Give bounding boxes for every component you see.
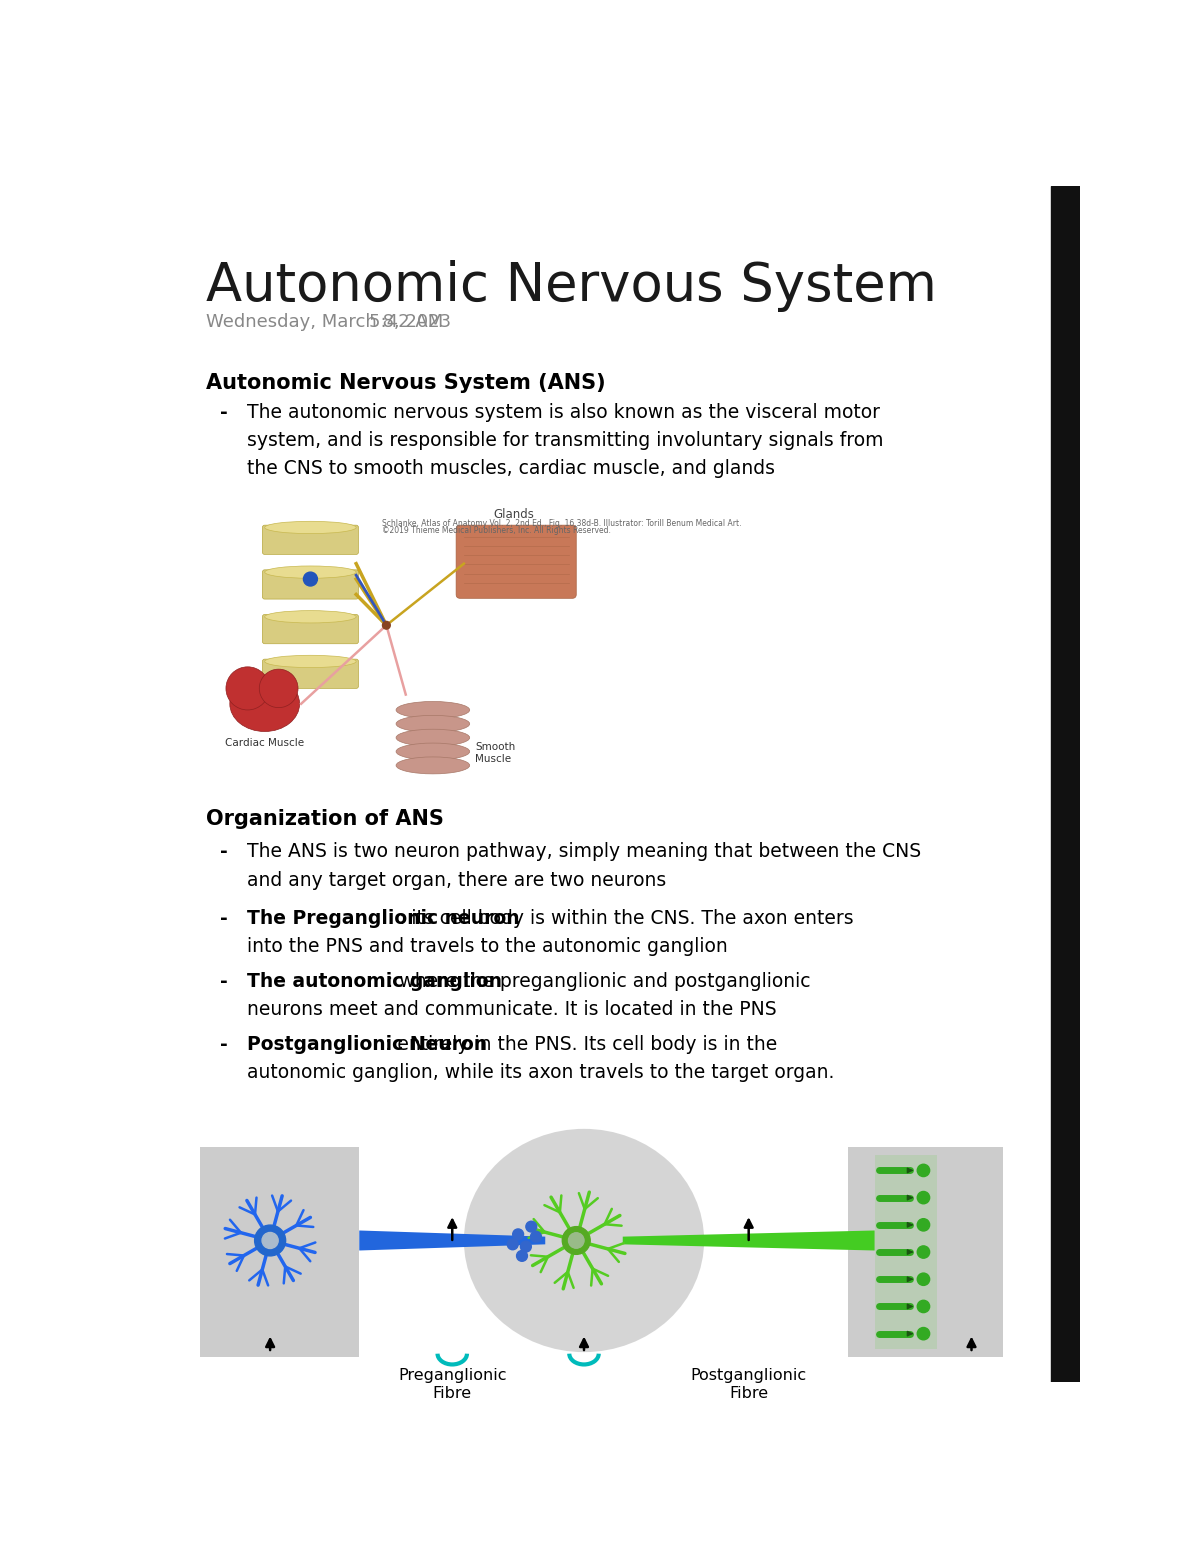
Circle shape (530, 1232, 541, 1242)
Circle shape (516, 1250, 528, 1261)
Circle shape (917, 1328, 930, 1340)
Bar (875, 1155, 937, 1350)
FancyBboxPatch shape (456, 525, 576, 598)
Circle shape (512, 1228, 523, 1239)
Bar (847, 1148, 1002, 1357)
Text: The Preganglionic neuron: The Preganglionic neuron (247, 909, 520, 927)
Text: The ANS is two neuron pathway, simply meaning that between the CNS
and any targe: The ANS is two neuron pathway, simply me… (247, 842, 922, 890)
Circle shape (917, 1191, 930, 1204)
Circle shape (521, 1241, 532, 1252)
FancyBboxPatch shape (263, 615, 359, 644)
Circle shape (254, 1225, 286, 1256)
Text: Schlanke, Atlas of Anatomy Vol. 2, 2nd Ed., Fig. 16.38d-B. Illustrator: Torill B: Schlanke, Atlas of Anatomy Vol. 2, 2nd E… (383, 519, 742, 528)
Text: ©2019 Thieme Medical Publishers, Inc. All Rights Reserved.: ©2019 Thieme Medical Publishers, Inc. Al… (383, 526, 611, 534)
Ellipse shape (265, 610, 356, 623)
Circle shape (569, 1233, 584, 1249)
Ellipse shape (396, 716, 469, 733)
Text: Glands: Glands (494, 508, 535, 522)
Text: Preganglionic
Fibre: Preganglionic Fibre (398, 1368, 506, 1401)
Text: -: - (220, 1034, 228, 1054)
Text: -: - (220, 404, 228, 422)
Text: 5:42 AM: 5:42 AM (368, 314, 443, 331)
Text: -: - (220, 972, 228, 991)
Circle shape (563, 1227, 590, 1255)
Text: Wednesday, March 8, 2023: Wednesday, March 8, 2023 (206, 314, 451, 331)
Text: Cardiac Muscle: Cardiac Muscle (226, 738, 305, 747)
Polygon shape (359, 1230, 545, 1250)
Text: -: - (220, 909, 228, 927)
Bar (200, 1148, 359, 1357)
Circle shape (917, 1165, 930, 1177)
Text: Organization of ANS: Organization of ANS (206, 809, 444, 828)
Circle shape (259, 669, 298, 708)
Text: into the PNS and travels to the autonomic ganglion: into the PNS and travels to the autonomi… (247, 936, 727, 955)
Circle shape (262, 1233, 278, 1249)
Text: The autonomic nervous system is also known as the visceral motor
system, and is : The autonomic nervous system is also kno… (247, 404, 883, 478)
Polygon shape (623, 1230, 875, 1250)
Ellipse shape (464, 1129, 704, 1353)
Ellipse shape (265, 655, 356, 668)
Text: Smooth
Muscle: Smooth Muscle (475, 742, 516, 764)
FancyBboxPatch shape (263, 525, 359, 554)
Circle shape (508, 1239, 518, 1250)
Ellipse shape (265, 565, 356, 578)
Ellipse shape (396, 730, 469, 745)
Ellipse shape (230, 676, 300, 731)
FancyBboxPatch shape (263, 570, 359, 599)
Text: Autonomic Nervous System: Autonomic Nervous System (206, 259, 937, 312)
Text: : where the preganglionic and postganglionic: : where the preganglionic and postgangli… (386, 972, 810, 991)
Circle shape (917, 1246, 930, 1258)
Circle shape (917, 1273, 930, 1286)
Text: autonomic ganglion, while its axon travels to the target organ.: autonomic ganglion, while its axon trave… (247, 1062, 834, 1082)
Circle shape (226, 666, 269, 710)
Ellipse shape (396, 702, 469, 719)
Circle shape (304, 572, 318, 585)
Text: : entirely in the PNS. Its cell body is in the: : entirely in the PNS. Its cell body is … (385, 1034, 778, 1054)
FancyBboxPatch shape (263, 658, 359, 688)
Text: The autonomic ganglion: The autonomic ganglion (247, 972, 502, 991)
Ellipse shape (396, 756, 469, 773)
Circle shape (917, 1300, 930, 1312)
Ellipse shape (265, 522, 356, 534)
Circle shape (383, 621, 390, 629)
Text: Autonomic Nervous System (ANS): Autonomic Nervous System (ANS) (206, 373, 606, 393)
Text: Postganglionic
Fibre: Postganglionic Fibre (691, 1368, 806, 1401)
Circle shape (917, 1219, 930, 1232)
Text: -: - (220, 842, 228, 862)
Text: neurons meet and communicate. It is located in the PNS: neurons meet and communicate. It is loca… (247, 1000, 776, 1019)
Text: Postganglionic Neuron: Postganglionic Neuron (247, 1034, 487, 1054)
Text: : its cell body is within the CNS. The axon enters: : its cell body is within the CNS. The a… (400, 909, 854, 927)
Circle shape (526, 1221, 536, 1232)
Bar (1051, 186, 1080, 1382)
Ellipse shape (396, 742, 469, 759)
Circle shape (569, 1233, 583, 1247)
